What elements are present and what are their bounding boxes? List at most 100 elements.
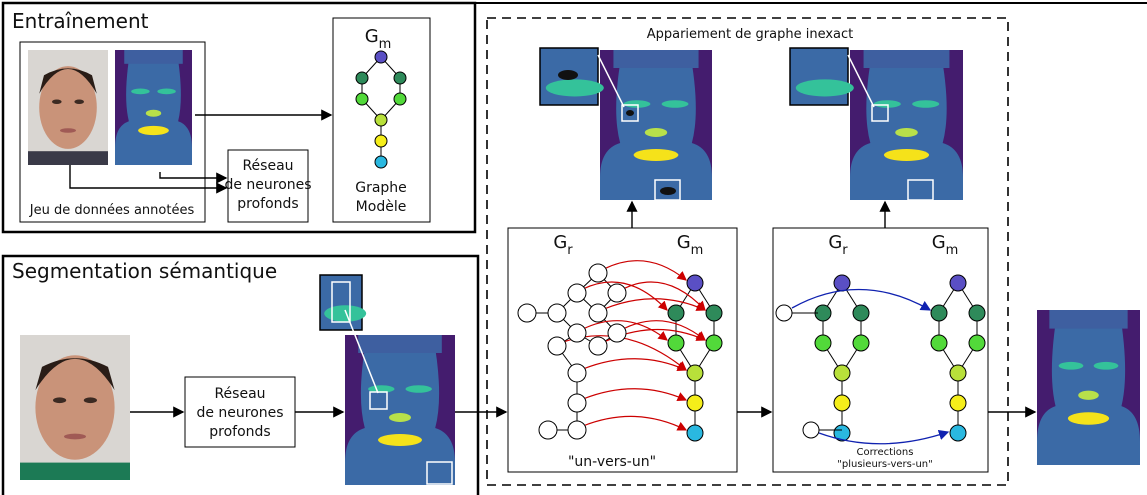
seg-nose: [1078, 390, 1099, 400]
seg-lips: [378, 434, 422, 446]
subscript: m: [691, 243, 704, 258]
symbol: G: [677, 232, 691, 253]
symbol: G: [365, 26, 379, 47]
many-to-one-box: [772, 227, 989, 473]
graph-node: [705, 304, 723, 322]
graph-node: [588, 303, 608, 323]
subscript: m: [379, 37, 392, 52]
seg-brow: [623, 100, 651, 108]
error-blob: [660, 187, 676, 195]
shirt: [20, 462, 130, 480]
highlight-box: [907, 179, 934, 201]
highlight-box: [621, 104, 639, 122]
correction-arrow: [818, 429, 950, 445]
seg-face: [600, 50, 712, 200]
graph-node: [567, 283, 587, 303]
match-arrow: [603, 298, 707, 311]
seg-brow: [405, 385, 432, 393]
graph-node: [949, 424, 967, 442]
graph-node: [393, 92, 407, 106]
match-arrow: [582, 388, 688, 402]
segmentation-panel: [1, 254, 480, 495]
graph-node: [538, 420, 558, 440]
seg-lips: [1067, 412, 1110, 425]
match-arrow: [582, 320, 668, 341]
graph-node: [833, 424, 851, 442]
graph-node: [775, 304, 793, 322]
hair: [39, 68, 97, 94]
graph-node: [588, 263, 608, 283]
graph-node: [949, 364, 967, 382]
graph-node: [833, 364, 851, 382]
seg-brow: [873, 100, 901, 108]
graph-node: [374, 155, 388, 169]
seg-face: [1037, 310, 1140, 465]
matching-label: "plusieurs-vers-un": [837, 459, 932, 470]
graph-node: [833, 274, 851, 292]
graph-symbol: Gm: [365, 26, 392, 52]
seg-brow: [1058, 361, 1084, 370]
match-arrow: [582, 281, 668, 311]
match-arrow: [582, 415, 688, 431]
graph-node: [567, 323, 587, 343]
seg-brow: [1093, 361, 1119, 370]
seg-nose: [145, 109, 162, 117]
graph-symbol: Gm: [677, 232, 704, 258]
panel-title: Appariement de graphe inexact: [647, 27, 854, 42]
symbol: G: [932, 232, 946, 253]
graph-node: [567, 363, 587, 383]
training-panel: [1, 1, 477, 234]
seg-face: [345, 335, 455, 485]
graph-node: [374, 113, 388, 127]
error-blob: [558, 70, 578, 80]
network-label: Réseau: [242, 158, 293, 174]
graph-node: [949, 274, 967, 292]
seg-hair: [124, 50, 183, 64]
subscript: m: [946, 243, 959, 258]
graph-node: [968, 334, 986, 352]
symbol: G: [553, 232, 567, 253]
graphs: [355, 50, 986, 445]
texts: Entraînement Jeu de données annotées Rés…: [12, 9, 958, 470]
seg-nose: [389, 413, 411, 422]
seg-nose: [895, 128, 918, 137]
subscript: r: [842, 243, 848, 258]
graph-node: [567, 393, 587, 413]
graph-node: [374, 50, 388, 64]
graph-node: [667, 334, 685, 352]
network-label: Réseau: [214, 386, 265, 402]
panel-title: Entraînement: [12, 9, 149, 33]
inset-brow: [324, 305, 367, 322]
seg-lips: [633, 149, 679, 161]
dataset-box: [19, 41, 206, 223]
graph-node: [686, 424, 704, 442]
seg-brow: [157, 88, 176, 95]
eye: [74, 99, 84, 105]
seg-hair: [1049, 310, 1128, 329]
graph-node: [705, 334, 723, 352]
graph-node: [814, 334, 832, 352]
seg-brow: [368, 385, 395, 393]
graph-node: [607, 283, 627, 303]
highlight-box: [426, 461, 453, 485]
seg-brow: [661, 100, 689, 108]
inset: [789, 47, 849, 106]
eye: [53, 397, 67, 404]
graph-node: [930, 304, 948, 322]
mouth: [64, 433, 86, 440]
hair: [35, 358, 115, 391]
correction-arrow: [791, 288, 932, 311]
graph-node: [355, 92, 369, 106]
matching-label: "un-vers-un": [568, 454, 656, 470]
highlight-box: [369, 391, 388, 410]
inset-brow: [545, 79, 604, 97]
arrow: [69, 165, 228, 194]
graph-node: [686, 394, 704, 412]
network-box: [227, 149, 309, 223]
graph-node: [930, 334, 948, 352]
graph-node: [686, 274, 704, 292]
network-label: profonds: [209, 424, 270, 440]
matching-label: Corrections: [857, 447, 914, 458]
